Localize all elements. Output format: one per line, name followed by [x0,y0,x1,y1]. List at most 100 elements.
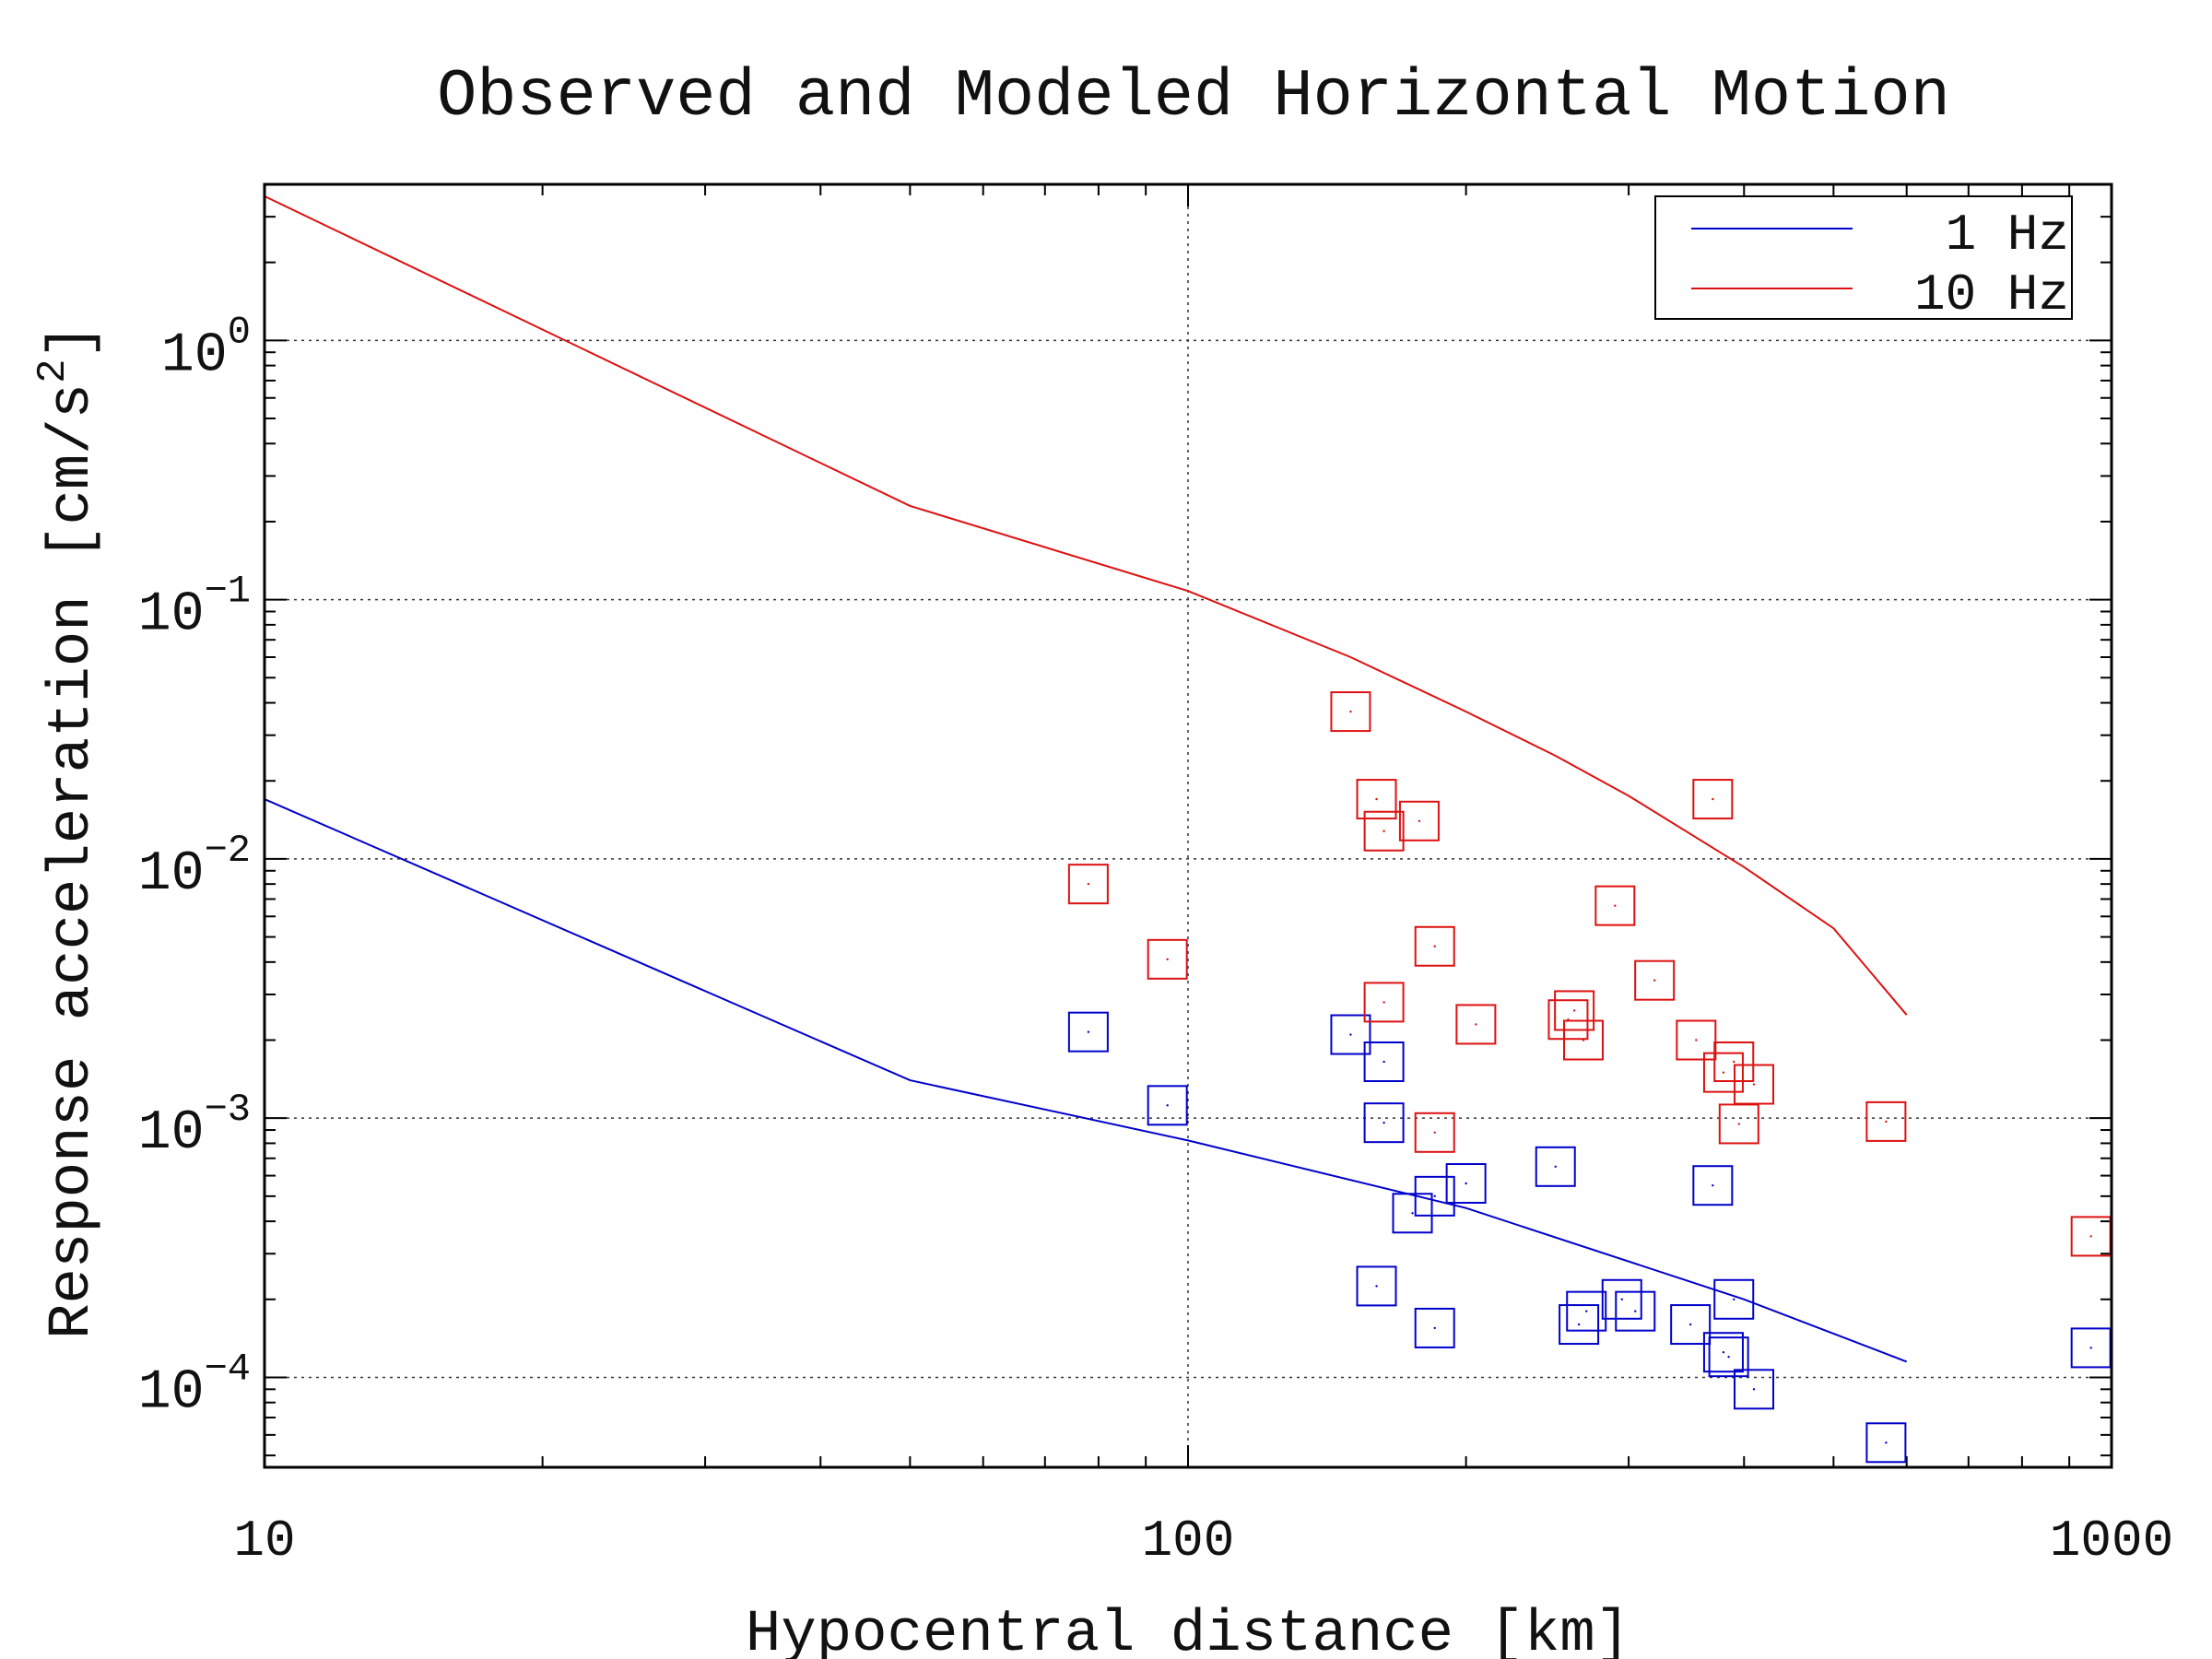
observation-markers [1067,691,2112,1464]
data-point-center-1hz [1382,1060,1385,1064]
data-point-center-1hz [1411,1212,1414,1215]
data-point-center-1hz [1585,1310,1588,1312]
data-point-center-10hz [2089,1235,2092,1238]
data-point-10hz [1554,990,1595,1031]
y-tick-label-exponent: −1 [205,570,251,614]
data-point-10hz [1634,959,1676,1001]
data-point-center-10hz [1382,830,1385,832]
data-point-1hz [1865,1422,1907,1464]
axis-ticks [264,183,2112,1467]
y-tick-label-base: 10 [138,1361,205,1424]
data-point-1hz [1670,1304,1712,1346]
data-point-center-1hz [1349,1033,1352,1036]
data-point-10hz [1363,810,1405,852]
plot-frame [263,182,2113,1469]
data-point-center-1hz [1885,1441,1888,1444]
data-point-10hz [1676,1019,1717,1061]
data-point-10hz [1692,779,1734,820]
y-tick-label-base: 10 [138,843,205,906]
data-point-center-1hz [1433,1326,1436,1330]
model-lines [264,194,1908,1363]
data-point-center-1hz [1722,1350,1725,1354]
data-point-center-1hz [1620,1298,1623,1300]
x-axis-label: Hypocentral distance [km] [746,1602,1630,1659]
data-point-10hz [1414,925,1455,967]
data-point-center-1hz [1712,1184,1714,1187]
data-point-center-10hz [1722,1071,1725,1074]
data-point-1hz [1067,1011,1109,1053]
x-tick-label: 1000 [2050,1512,2173,1571]
y-tick-label-exponent: 0 [228,310,251,354]
chart-title: Observed and Modeled Horizontal Motion [437,59,1950,135]
data-point-center-1hz [1727,1355,1730,1359]
data-point-center-1hz [1733,1298,1735,1300]
data-point-center-1hz [1752,1388,1756,1391]
model-line-10hz [264,194,1908,1016]
data-point-center-10hz [1433,945,1436,947]
data-point-10hz [1067,864,1109,905]
data-point-10hz [1702,1052,1744,1093]
data-point-1hz [1414,1307,1455,1348]
data-point-center-1hz [1382,1121,1385,1124]
data-point-10hz [1414,1112,1455,1153]
y-tick-label: 100 [161,310,251,387]
model-line-1hz [264,798,1908,1363]
data-point-1hz [1734,1369,1775,1410]
x-tick-label: 100 [1142,1512,1235,1571]
y-tick-label: 10−1 [138,570,251,647]
data-point-1hz [1363,1102,1405,1144]
data-point-center-1hz [1554,1165,1557,1169]
x-tick-label: 10 [233,1512,295,1571]
data-point-center-10hz [1382,1001,1385,1004]
data-point-1hz [1601,1278,1642,1320]
data-point-1hz [1445,1163,1487,1205]
data-point-10hz [1398,800,1440,841]
x-tick-labels: 10 100 1000 [233,1512,2173,1571]
data-point-1hz [1615,1290,1656,1332]
y-axis-label-superscript: 2 [30,359,76,383]
data-point-center-10hz [1087,882,1090,886]
legend-label-1hz: 1 Hz [1946,206,2069,265]
data-point-1hz [1713,1278,1755,1320]
y-tick-label-base: 10 [161,324,228,387]
data-point-center-1hz [1087,1030,1090,1033]
data-point-10hz [1562,1019,1604,1061]
data-point-10hz [1356,779,1397,820]
data-point-center-10hz [1582,1039,1585,1041]
data-point-center-1hz [1375,1285,1378,1288]
data-point-10hz [1865,1100,1907,1142]
data-point-center-1hz [1465,1182,1467,1185]
data-point-center-10hz [1752,1083,1756,1086]
data-point-center-10hz [1653,979,1656,982]
data-point-center-10hz [1737,1123,1740,1125]
data-point-10hz [1547,999,1589,1041]
data-point-10hz [1363,982,1405,1023]
data-point-1hz [1363,1041,1405,1083]
data-point-center-1hz [1166,1104,1169,1107]
data-point-10hz [1147,938,1188,980]
data-point-center-10hz [1572,1009,1576,1012]
legend-label-10hz: 10 Hz [1914,265,2069,324]
data-point-1hz [1559,1304,1600,1346]
data-point-center-1hz [1634,1310,1637,1312]
data-point-center-10hz [1475,1023,1477,1026]
data-point-center-1hz [1688,1323,1692,1326]
data-point-1hz [1566,1290,1607,1332]
y-axis-label: Response acceleration [cm/s2] [30,324,106,1339]
data-point-10hz [1594,885,1636,926]
grid [265,184,2112,1467]
data-point-center-1hz [2089,1347,2092,1349]
data-point-1hz [1692,1165,1734,1206]
data-point-1hz [1392,1193,1433,1234]
y-tick-label-exponent: −2 [205,829,251,873]
data-point-1hz [1356,1265,1397,1307]
data-point-center-10hz [1375,797,1378,801]
data-point-1hz [1708,1336,1749,1378]
legend-box [1654,195,2073,320]
y-tick-label: 10−3 [138,1088,251,1165]
data-point-center-10hz [1418,819,1421,822]
y-tick-label: 10−4 [138,1347,251,1424]
y-tick-label-exponent: −3 [205,1088,251,1132]
